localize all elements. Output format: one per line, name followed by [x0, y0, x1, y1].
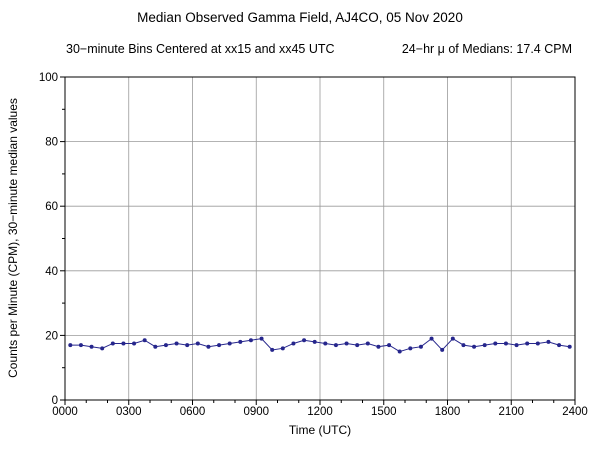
y-tick-label: 60	[45, 201, 58, 213]
chart-subtitle-right: 24−hr μ of Medians: 17.4 CPM	[402, 42, 572, 56]
median-cpm-point	[68, 343, 73, 348]
y-tick-label: 100	[39, 72, 58, 84]
median-cpm-point	[429, 336, 434, 341]
median-cpm-point	[546, 339, 551, 344]
median-cpm-point	[78, 343, 83, 348]
chart-title: Median Observed Gamma Field, AJ4CO, 05 N…	[137, 10, 463, 25]
median-cpm-point	[440, 347, 445, 352]
median-cpm-point	[333, 343, 338, 348]
median-cpm-point	[387, 343, 392, 348]
median-cpm-point	[323, 341, 328, 346]
x-axis-label: Time (UTC)	[289, 423, 351, 437]
x-tick-label: 0600	[180, 406, 206, 418]
median-cpm-point	[472, 344, 477, 349]
median-cpm-point	[503, 341, 508, 346]
median-cpm-point	[270, 347, 275, 352]
x-tick-label: 1200	[307, 406, 333, 418]
x-tick-label: 0900	[243, 406, 269, 418]
y-tick-label: 80	[45, 137, 58, 149]
median-cpm-point	[238, 339, 243, 344]
median-cpm-point	[206, 344, 211, 349]
x-tick-label: 2400	[562, 406, 588, 418]
median-cpm-point	[217, 343, 222, 348]
median-cpm-point	[153, 344, 158, 349]
median-cpm-point	[397, 349, 402, 354]
median-cpm-point	[450, 336, 455, 341]
median-cpm-point	[142, 338, 147, 343]
median-cpm-point	[195, 341, 200, 346]
median-cpm-point	[163, 343, 168, 348]
median-cpm-point	[291, 341, 296, 346]
y-tick-label: 20	[45, 330, 58, 342]
x-tick-label: 1500	[371, 406, 397, 418]
median-cpm-point	[418, 344, 423, 349]
median-cpm-point	[535, 341, 540, 346]
median-cpm-point	[248, 338, 253, 343]
median-cpm-point	[514, 343, 519, 348]
median-cpm-point	[100, 346, 105, 351]
median-cpm-point	[493, 341, 498, 346]
median-cpm-point	[365, 341, 370, 346]
median-cpm-point	[408, 346, 413, 351]
median-cpm-point	[121, 341, 126, 346]
median-cpm-point	[557, 343, 562, 348]
grid-lines	[65, 77, 575, 400]
x-tick-label: 0300	[116, 406, 142, 418]
chart-subtitle-left: 30−minute Bins Centered at xx15 and xx45…	[66, 42, 335, 56]
median-cpm-point	[174, 341, 179, 346]
y-tick-label: 0	[52, 395, 58, 407]
median-cpm-point	[525, 341, 530, 346]
axis-ticks	[60, 76, 576, 405]
median-cpm-point	[355, 343, 360, 348]
plot-border	[64, 76, 576, 401]
x-tick-label: 0000	[52, 406, 78, 418]
median-cpm-point	[185, 343, 190, 348]
median-cpm-point	[312, 339, 317, 344]
y-axis-label: Counts per Minute (CPM), 30−minute media…	[6, 98, 20, 378]
median-cpm-point	[567, 344, 572, 349]
x-tick-label: 2100	[498, 406, 524, 418]
y-tick-label: 40	[45, 266, 58, 278]
median-cpm-point	[280, 346, 285, 351]
x-tick-label: 1800	[435, 406, 461, 418]
data-series	[68, 336, 572, 354]
median-cpm-point	[482, 343, 487, 348]
median-cpm-point	[89, 344, 94, 349]
median-cpm-point	[110, 341, 115, 346]
median-cpm-point	[227, 341, 232, 346]
median-cpm-point	[132, 341, 137, 346]
median-cpm-point	[376, 344, 381, 349]
tick-labels: 0 20 40 60 80 100 0000 0300 0600 0900 1200 1500 1800…	[39, 72, 588, 418]
median-cpm-point	[259, 336, 264, 341]
median-cpm-point	[461, 343, 466, 348]
median-cpm-point	[302, 338, 307, 343]
median-cpm-point	[344, 341, 349, 346]
